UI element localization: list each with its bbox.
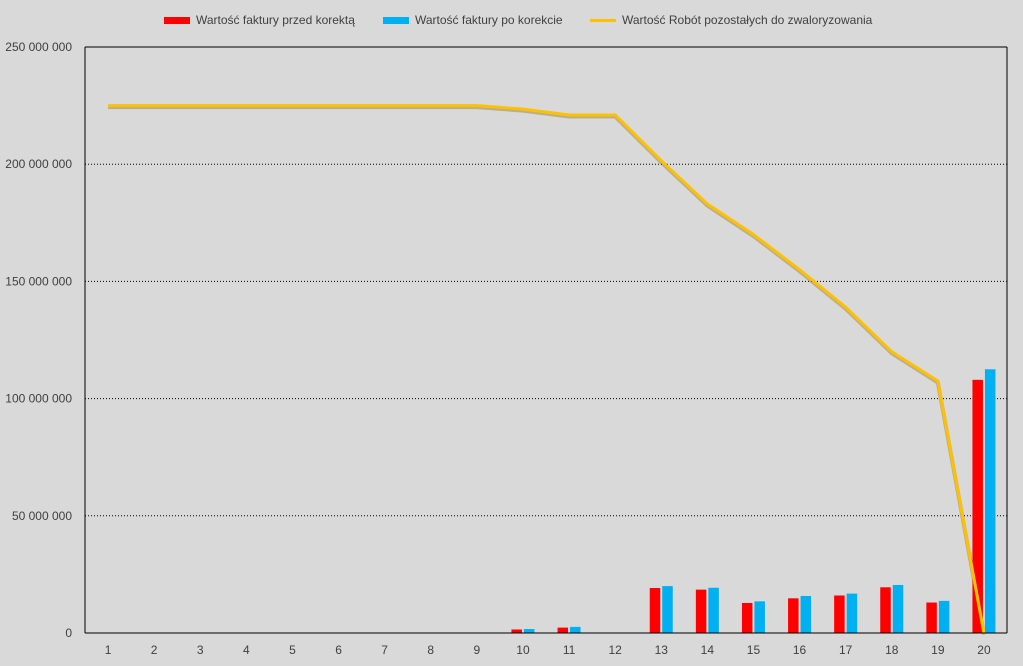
- y-tick-label: 50 000 000: [12, 509, 72, 523]
- bar-after: [754, 601, 765, 633]
- y-tick-label: 100 000 000: [5, 392, 72, 406]
- plot-area: [85, 47, 1007, 633]
- line-series: [108, 104, 986, 635]
- bar-after: [708, 587, 719, 633]
- y-tick-label: 200 000 000: [5, 157, 72, 171]
- x-tick-label: 12: [608, 643, 622, 657]
- y-tick-label: 150 000 000: [5, 274, 72, 288]
- x-tick-label: 13: [655, 643, 669, 657]
- x-tick-label: 1: [105, 643, 112, 657]
- bar-after: [892, 584, 904, 633]
- bar-before: [649, 587, 661, 633]
- x-tick-label: 19: [931, 643, 945, 657]
- bar-after: [800, 595, 812, 633]
- bar-before: [557, 627, 569, 633]
- x-tick-label: 5: [289, 643, 296, 657]
- bar-after: [523, 629, 535, 633]
- x-tick-label: 2: [151, 643, 158, 657]
- bars: [511, 369, 996, 633]
- y-tick-label: 0: [65, 626, 72, 640]
- bar-before: [880, 587, 891, 633]
- bar-after: [846, 593, 858, 633]
- bar-before: [695, 589, 707, 633]
- bar-before: [788, 598, 799, 633]
- x-tick-label: 10: [516, 643, 530, 657]
- x-tick-label: 20: [977, 643, 991, 657]
- gridlines: [85, 163, 1007, 517]
- x-tick-label: 17: [839, 643, 853, 657]
- legend-label-before: Wartość faktury przed korektą: [196, 13, 355, 27]
- axes: [84, 46, 1008, 634]
- legend-label-remaining: Wartość Robót pozostałych do zwaloryzowa…: [622, 13, 873, 27]
- bar-before: [511, 629, 522, 633]
- x-tick-label: 7: [381, 643, 388, 657]
- legend-swatch-before: [164, 17, 190, 24]
- x-tick-label: 8: [427, 643, 434, 657]
- x-tick-label: 14: [701, 643, 715, 657]
- x-tick-label: 3: [197, 643, 204, 657]
- line-remaining: [108, 104, 986, 634]
- bar-after: [570, 626, 581, 633]
- legend: Wartość faktury przed korektą Wartość fa…: [164, 13, 873, 27]
- x-tick-label: 15: [747, 643, 761, 657]
- bar-after: [662, 586, 673, 633]
- y-tick-label: 250 000 000: [5, 40, 72, 54]
- x-tick-label: 6: [335, 643, 342, 657]
- legend-label-after: Wartość faktury po korekcie: [415, 13, 563, 27]
- x-tick-label: 16: [793, 643, 807, 657]
- x-tick-label: 18: [885, 643, 899, 657]
- legend-swatch-after: [383, 17, 409, 24]
- bar-before: [972, 379, 983, 633]
- x-tick-labels: 1 2 3 4 5 6 7 8 9 10 11 12 13 14 15 16 17 18 19 20: [105, 643, 991, 657]
- bar-before: [926, 602, 937, 633]
- x-tick-label: 11: [563, 643, 576, 657]
- bar-before: [741, 602, 753, 633]
- bar-after: [984, 369, 996, 633]
- y-tick-labels: 0 50 000 000 100 000 000 150 000 000 200 000…: [5, 40, 72, 640]
- legend-swatch-remaining: [590, 19, 616, 22]
- x-tick-label: 9: [474, 643, 481, 657]
- x-tick-label: 4: [243, 643, 250, 657]
- bar-after: [938, 600, 950, 633]
- bar-before: [834, 595, 845, 633]
